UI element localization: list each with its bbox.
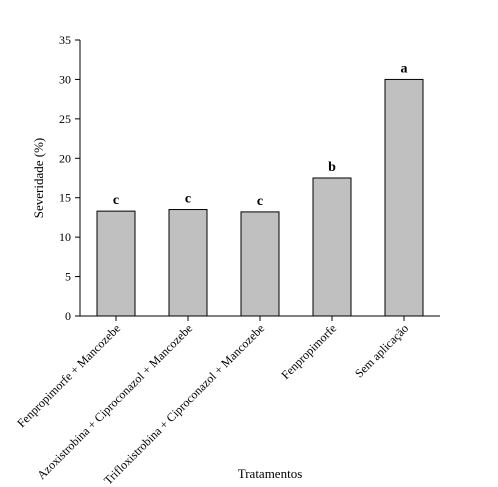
bar <box>384 78 424 317</box>
y-ticks-group: 0 5 10 15 20 25 30 35 <box>59 33 80 323</box>
significance-labels-group: c c c b a <box>113 61 408 208</box>
bar <box>168 209 208 317</box>
y-tick-label: 35 <box>59 33 71 47</box>
x-tick-label: Fenpropimorfe <box>278 321 339 382</box>
y-tick-label: 0 <box>65 309 71 323</box>
y-tick-label: 25 <box>59 112 71 126</box>
x-axis-title: Tratamentos <box>238 466 303 481</box>
y-axis-title: Severidade (%) <box>31 138 46 219</box>
significance-label: c <box>185 192 191 207</box>
bars-group <box>96 78 424 317</box>
bar <box>312 177 352 317</box>
y-tick-label: 30 <box>59 72 71 86</box>
x-tick-label: Trifloxistrobina + Ciproconazol + Mancoz… <box>101 321 267 487</box>
y-tick-label: 15 <box>59 191 71 205</box>
significance-label: c <box>113 193 119 208</box>
significance-label: b <box>328 160 336 175</box>
significance-label: a <box>401 61 408 76</box>
x-tick-label: Sem aplicação <box>352 321 411 380</box>
bar <box>96 210 136 317</box>
y-tick-label: 5 <box>65 270 71 284</box>
x-tick-label: Azoxistrobina + Ciproconazol + Mancozebe <box>34 321 195 482</box>
y-tick-label: 20 <box>59 151 71 165</box>
y-tick-label: 10 <box>59 230 71 244</box>
bar <box>240 211 280 317</box>
significance-label: c <box>257 194 263 209</box>
